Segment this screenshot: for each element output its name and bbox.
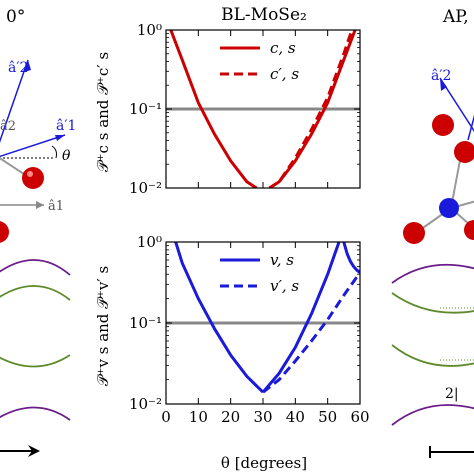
k-axis-arrowhead [28,445,40,457]
left-structure-panel: 0° â′2 â′1 â2 θ â1 [0,7,76,457]
y-tick-label: 10⁻² [129,395,162,413]
band-curve-purple [0,259,71,276]
legend-label: c, s [270,39,296,57]
a2-prime-vector [0,59,29,143]
vector [467,114,474,141]
atom-red [0,221,9,243]
band-curve-purple [391,263,474,284]
a2-prime-label: â′2 [8,60,28,76]
atom-red [22,167,44,189]
y-tick-label: 10⁰ [137,233,162,251]
chart-title: BL-MoSe₂ [221,5,307,25]
y-tick-label: 10⁻¹ [129,314,162,332]
x-tick-label: 0 [161,408,171,426]
band-curve-green [391,292,474,314]
y-tick-label: 10⁻¹ [129,100,162,118]
x-tick-label: 60 [350,408,369,426]
band-curve-purple [391,404,474,426]
valence-plot: 10⁻² 10⁻¹ 10⁰ 0 10 20 30 40 50 60 v, s v′, s [129,233,370,426]
atom-red [464,220,474,240]
y-tick-label: 10⁻² [129,179,162,197]
series-line [169,30,258,188]
series-line [174,242,265,394]
x-tick-label: 30 [253,408,272,426]
legend-label: v′, s [270,277,299,295]
legend-label: c′, s [270,65,299,83]
series-line [261,242,341,394]
a2-prime-label-right: â′2 [431,68,451,84]
series-line [342,242,360,274]
legend-label: v, s [270,251,294,269]
y-axis-label-top: 𝒫⁺c s and 𝒫⁺c′ s [94,52,112,172]
a2-label: â2 [0,119,16,134]
series-line [268,30,354,188]
x-tick-label: 40 [286,408,305,426]
x-tick-label: 10 [189,408,208,426]
left-panel-heading: 0° [6,7,25,27]
x-tick-label: 50 [318,408,337,426]
a1-prime-vector [0,134,66,158]
a1-arrowhead [36,201,44,209]
band-curve-green [0,354,71,368]
y-axis-label-bottom: 𝒫⁺v s and 𝒫⁺v′ s [94,266,112,387]
theta-label: θ [62,148,71,164]
a2-prime-arrowhead [440,78,447,91]
a1-prime-arrowhead [55,135,65,141]
atom-red [403,222,425,244]
atom-red [432,114,454,136]
x-tick-label: 20 [221,408,240,426]
a2-prime-arrowhead [24,60,31,72]
band-curve-green [391,344,474,367]
gap-label: 2| [445,386,459,402]
a2-prime-vector [439,77,474,133]
right-structure-panel: AP, â′2 2| [391,7,474,458]
band-curve-green [0,285,71,301]
conduction-plot: 10⁻² 10⁻¹ 10⁰ c, s c′, s [129,21,361,197]
y-tick-label: 10⁰ [137,21,162,39]
x-axis-label: θ [degrees] [221,454,307,472]
atom-highlight [27,171,33,177]
a1-label: â1 [48,199,64,214]
atom-blue [439,198,459,218]
band-curve-purple [0,406,71,421]
a1-prime-label: â′1 [56,118,76,134]
series-line [268,30,357,188]
series-line [262,271,360,394]
atom-red [454,141,474,163]
theta-arc [51,145,57,159]
right-panel-heading: AP, [442,7,469,27]
